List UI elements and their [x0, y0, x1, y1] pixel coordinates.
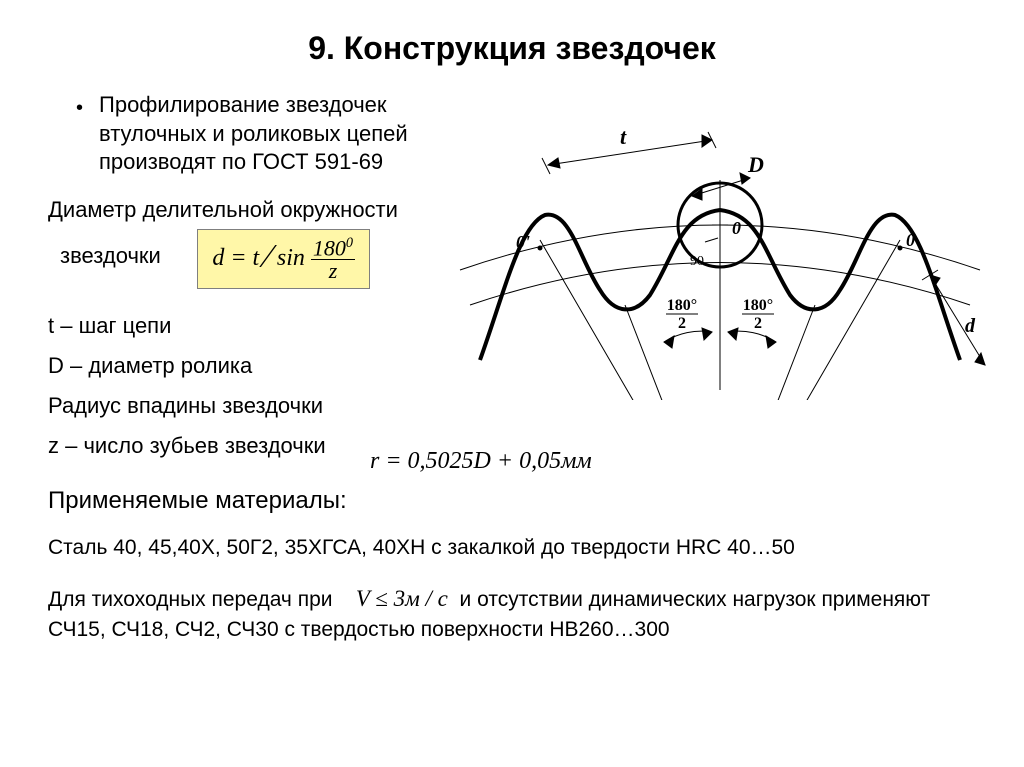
diagram-label-d: d: [965, 315, 976, 337]
text-diameter-line2: звездочки: [60, 243, 161, 268]
formula-r: r = 0,5025D + 0,05мм: [370, 448, 592, 475]
materials-p1: Сталь 40, 45,40Х, 50Г2, 35ХГСА, 40ХН с з…: [48, 533, 976, 563]
diagram-label-angL-den: 2: [678, 315, 686, 332]
sprocket-diagram: t D 0 0' 0 90 d 180° 2 180° 2: [450, 120, 990, 400]
diagram-label-angL-num: 180°: [667, 297, 697, 314]
diagram-label-Oleft: 0': [516, 232, 530, 252]
materials-p2: Для тихоходных передач при V ≤ 3м / с и …: [48, 582, 976, 646]
bullet-marker: •: [76, 97, 83, 120]
diagram-label-angR-den: 2: [754, 315, 762, 332]
diagram-label-90: 90: [690, 254, 704, 269]
materials-p2a: Для тихоходных передач при: [48, 588, 332, 611]
diagram-label-angR-num: 180°: [743, 297, 773, 314]
materials-v: V ≤ 3м / с: [356, 586, 448, 611]
diagram-label-O: 0: [732, 218, 741, 238]
diagram-label-t: t: [620, 124, 627, 149]
bullet-text: Профилирование звездочек втулочных и рол…: [99, 91, 479, 177]
diagram-label-Oright: 0: [906, 230, 915, 250]
diagram-label-D: D: [747, 152, 764, 177]
formula-d-box: d = t ⁄ sin 1800z: [197, 229, 370, 290]
slide-title: 9. Конструкция звездочек: [48, 30, 976, 67]
materials-title: Применяемые материалы:: [48, 487, 976, 515]
